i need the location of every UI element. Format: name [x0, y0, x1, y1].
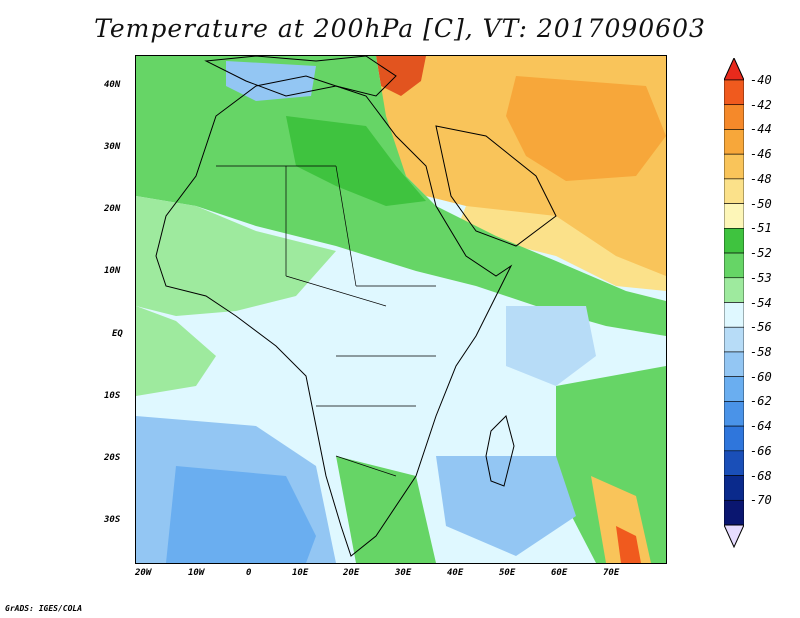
x-tick-0: 0	[246, 568, 252, 578]
colorbar-label: -70	[750, 493, 772, 508]
colorbar	[724, 58, 744, 548]
blue-indian-ocean	[506, 306, 596, 386]
temperature-map	[135, 55, 667, 564]
y-tick-10s: 10S	[104, 391, 121, 401]
colorbar-cell	[724, 277, 744, 303]
colorbar-label: -51	[750, 221, 772, 236]
temperature-field	[136, 56, 666, 563]
colorbar-label: -42	[750, 97, 772, 112]
colorbar-cell	[724, 326, 744, 353]
hotspot-south-east	[616, 526, 641, 563]
x-tick-70e: 70E	[603, 568, 620, 578]
x-tick-20e: 20E	[343, 568, 360, 578]
colorbar-cell	[724, 475, 744, 501]
colorbar-label: -44	[750, 122, 772, 137]
colorbar-cell	[724, 203, 744, 229]
colorbar-cell	[724, 351, 744, 377]
colorbar-label: -52	[750, 246, 772, 261]
colorbar-label: -60	[750, 369, 772, 384]
colorbar-label: -40	[750, 73, 772, 87]
colorbar-cell	[724, 178, 744, 204]
blue-med	[226, 61, 316, 101]
x-tick-60e: 60E	[551, 568, 568, 578]
y-tick-30s: 30S	[104, 515, 121, 525]
x-tick-50e: 50E	[499, 568, 516, 578]
colorbar-cell	[724, 425, 744, 452]
colorbar-cell	[724, 129, 744, 155]
colorbar-cell	[724, 499, 744, 526]
colorbar-label: -64	[750, 419, 772, 434]
colorbar-cell	[724, 153, 744, 180]
colorbar-cell	[724, 252, 744, 279]
colorbar-label: -50	[750, 196, 772, 211]
warm-region-asia-dark	[506, 76, 666, 181]
x-tick-30e: 30E	[395, 568, 412, 578]
footer-credit: GrADS: IGES/COLA	[5, 604, 83, 613]
y-tick-30n: 30N	[104, 142, 121, 152]
yellow-band	[456, 206, 666, 291]
y-tick-eq: EQ	[112, 329, 123, 339]
dark-green-belt	[286, 116, 426, 206]
arabia-outline	[435, 125, 557, 247]
colorbar-bottom-arrow	[724, 524, 744, 548]
y-tick-40n: 40N	[104, 80, 121, 90]
map-title: Temperature at 200hPa [C], VT: 201709060…	[94, 14, 706, 43]
colorbar-label: -48	[750, 171, 772, 186]
y-tick-20n: 20N	[104, 204, 121, 214]
coastline	[155, 75, 513, 557]
europe-outline	[204, 56, 397, 97]
colorbar-label: -56	[750, 320, 772, 335]
colorbar-label: -46	[750, 147, 772, 162]
blue-south-indian	[436, 456, 576, 556]
madagascar-outline	[485, 415, 515, 487]
colorbar-cell	[724, 376, 744, 402]
colorbar-label: -62	[750, 394, 772, 409]
x-tick-10e: 10E	[292, 568, 309, 578]
hotspot-turkey	[376, 56, 426, 96]
light-green-west	[136, 196, 336, 316]
light-green-south-atlantic	[136, 306, 216, 396]
colorbar-label: -54	[750, 295, 772, 310]
x-tick-40e: 40E	[447, 568, 464, 578]
country-borders	[216, 165, 436, 477]
x-tick-10w: 10W	[188, 568, 205, 578]
x-tick-20w: 20W	[135, 568, 152, 578]
colorbar-cell	[724, 401, 744, 427]
colorbar-cell	[724, 104, 744, 130]
colorbar-label: -66	[750, 443, 772, 458]
y-tick-10n: 10N	[104, 266, 121, 276]
colorbar-label: -53	[750, 270, 772, 285]
colorbar-cell	[724, 302, 744, 328]
colorbar-label: -68	[750, 468, 772, 483]
colorbar-cell	[724, 450, 744, 476]
y-tick-20s: 20S	[104, 453, 121, 463]
colorbar-cell	[724, 228, 744, 254]
blue-south-atlantic-deep	[166, 466, 316, 563]
colorbar-top-arrow	[724, 58, 744, 81]
colorbar-cell	[724, 79, 744, 106]
colorbar-label: -58	[750, 344, 772, 359]
